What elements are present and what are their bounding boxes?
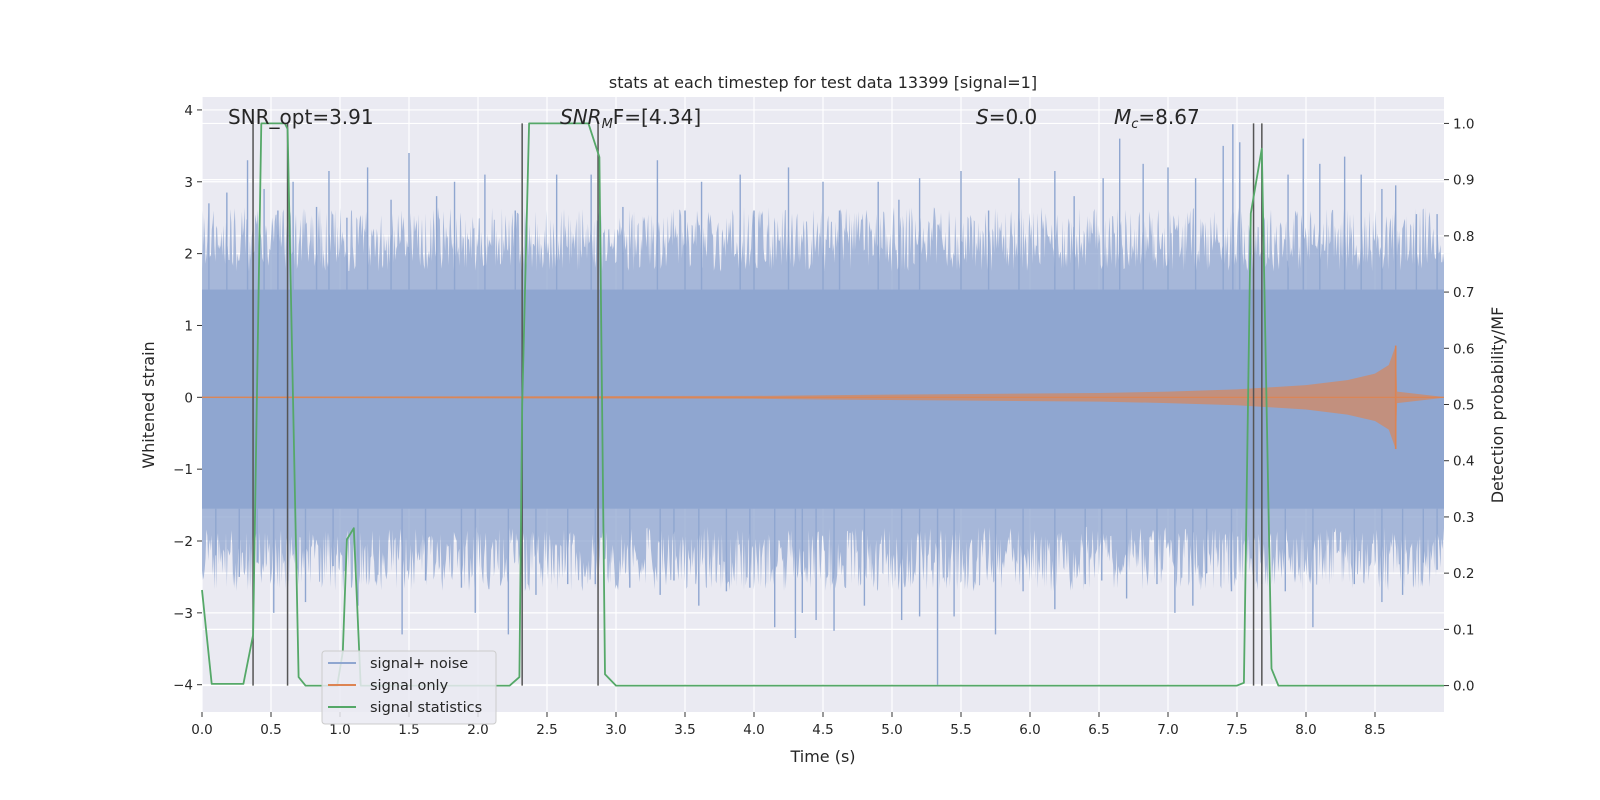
y-right-tick-label-1: 0.1 <box>1453 622 1474 638</box>
x-tick-label-3: 1.5 <box>398 722 419 738</box>
legend-label-noise: signal+ noise <box>370 656 468 672</box>
x-tick-label-14: 7.0 <box>1157 722 1178 738</box>
y-right-tick-label-2: 0.2 <box>1453 566 1474 582</box>
x-tick-label-5: 2.5 <box>536 722 557 738</box>
y-right-tick-label-7: 0.7 <box>1453 285 1474 301</box>
y-right-tick-labels: 0.0 0.1 0.2 0.3 0.4 0.5 0.6 0.7 0.8 0.9 1.0 <box>1444 116 1474 695</box>
x-tick-label-15: 7.5 <box>1226 722 1247 738</box>
x-tick-label-11: 5.5 <box>950 722 971 738</box>
signal-only-series <box>202 345 1444 450</box>
x-tick-label-6: 3.0 <box>605 722 626 738</box>
x-tick-label-8: 4.0 <box>743 722 764 738</box>
chart-title: stats at each timestep for test data 133… <box>609 73 1037 92</box>
mc-value: =8.67 <box>1138 105 1199 129</box>
snr-mf-value: F=[4.34] <box>613 105 701 129</box>
legend-label-stats: signal statistics <box>370 700 482 716</box>
snr-mf-sub: M <box>602 117 613 132</box>
y-tick-label-5: 1 <box>184 318 193 334</box>
y-tick-label-0: −4 <box>173 678 193 694</box>
y-tick-label-7: 3 <box>184 175 193 191</box>
mc-annotation: Mc=8.67 <box>1114 105 1200 132</box>
x-tick-label-17: 8.5 <box>1364 722 1385 738</box>
y-right-tick-label-5: 0.5 <box>1453 398 1474 414</box>
y-right-tick-label-6: 0.6 <box>1453 341 1474 357</box>
mc-sub: c <box>1131 117 1138 132</box>
x-tick-label-0: 0.0 <box>191 722 212 738</box>
x-tick-label-2: 1.0 <box>329 722 350 738</box>
mc-var: M <box>1114 105 1131 129</box>
y-right-tick-label-3: 0.3 <box>1453 510 1474 526</box>
x-tick-label-12: 6.0 <box>1019 722 1040 738</box>
x-tick-label-4: 2.0 <box>467 722 488 738</box>
x-axis-label: Time (s) <box>789 747 855 766</box>
y-tick-label-3: −1 <box>173 462 193 478</box>
y-right-tick-label-0: 0.0 <box>1453 679 1474 695</box>
s-var: S <box>976 105 989 129</box>
y-right-tick-label-9: 0.9 <box>1453 173 1474 189</box>
y-right-tick-label-4: 0.4 <box>1453 454 1474 470</box>
s-annotation: S=0.0 <box>976 105 1037 129</box>
x-tick-label-16: 8.0 <box>1295 722 1316 738</box>
y-tick-labels: −4 −3 −2 −1 0 1 2 3 4 <box>173 103 202 694</box>
snr-mf-annotation: SNRMF=[4.34] <box>560 105 701 132</box>
y-tick-label-8: 4 <box>184 103 193 119</box>
x-tick-label-1: 0.5 <box>260 722 281 738</box>
snr-mf-var: SNR <box>560 105 602 129</box>
y-tick-label-1: −3 <box>173 606 193 622</box>
y-axis-label: Whitened strain <box>139 341 158 468</box>
y-tick-label-2: −2 <box>173 534 193 550</box>
x-tick-label-10: 5.0 <box>881 722 902 738</box>
x-tick-label-13: 6.5 <box>1088 722 1109 738</box>
legend: signal+ noise signal only signal statist… <box>321 650 497 725</box>
legend-label-signal: signal only <box>370 678 449 694</box>
y-tick-label-6: 2 <box>184 247 193 263</box>
x-tick-label-9: 4.5 <box>812 722 833 738</box>
y-right-tick-label-8: 0.8 <box>1453 229 1474 245</box>
snr-opt-annotation: SNR_opt=3.91 <box>228 105 374 129</box>
legend-box <box>321 650 497 725</box>
vertical-markers <box>252 123 1263 686</box>
y-right-axis-label: Detection probability/MF <box>1488 307 1507 504</box>
signal-noise-series <box>202 124 1444 685</box>
y-tick-label-4: 0 <box>184 390 193 406</box>
x-tick-labels: 0.0 0.5 1.0 1.5 2.0 2.5 3.0 3.5 4.0 4.5 5.0 5.5 6.0 6… <box>191 712 1386 738</box>
x-tick-label-7: 3.5 <box>674 722 695 738</box>
s-value: =0.0 <box>989 105 1038 129</box>
y-right-tick-label-10: 1.0 <box>1453 116 1474 132</box>
